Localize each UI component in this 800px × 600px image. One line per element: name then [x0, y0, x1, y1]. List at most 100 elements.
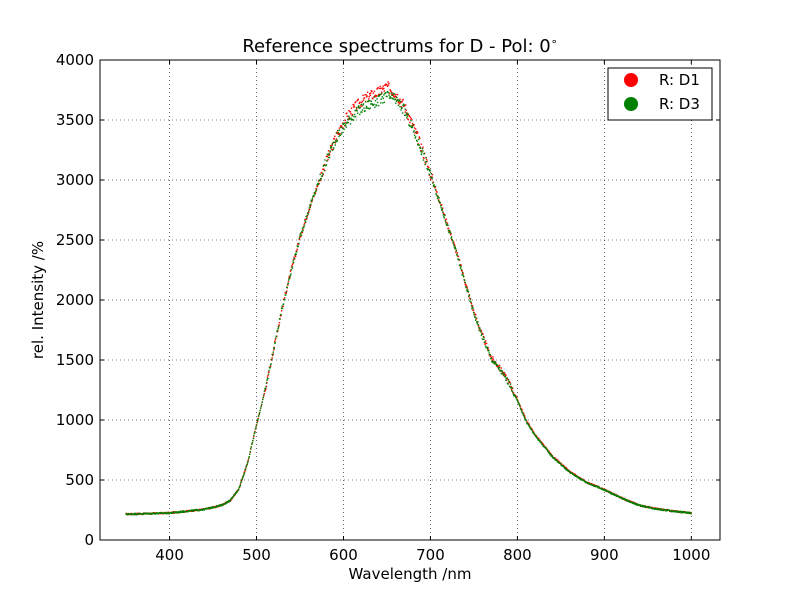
data-point	[255, 424, 258, 426]
data-point	[277, 327, 280, 329]
data-point	[302, 229, 304, 232]
data-point	[396, 96, 398, 99]
data-point	[574, 473, 576, 476]
data-point	[397, 104, 400, 106]
data-point	[282, 303, 285, 305]
data-point	[497, 367, 500, 370]
data-point	[274, 342, 276, 345]
data-point	[529, 427, 532, 429]
data-point	[410, 126, 413, 129]
data-point	[492, 362, 495, 364]
data-point	[388, 92, 391, 94]
data-point	[390, 97, 392, 99]
data-point	[251, 443, 253, 445]
data-point	[458, 259, 461, 261]
data-point	[358, 102, 360, 105]
data-point	[311, 200, 313, 202]
data-point	[509, 381, 511, 384]
y-tick-label: 1000	[56, 411, 94, 429]
data-point	[444, 220, 447, 222]
data-point	[354, 115, 357, 118]
data-point	[290, 269, 293, 271]
data-point	[484, 340, 487, 342]
data-point	[392, 98, 394, 100]
data-point	[377, 95, 379, 97]
data-point	[395, 96, 398, 98]
data-point	[382, 88, 384, 90]
data-point	[384, 92, 386, 95]
data-point	[324, 159, 326, 161]
data-point	[380, 102, 382, 104]
data-point	[258, 412, 261, 414]
data-point	[284, 297, 286, 299]
data-point	[468, 294, 471, 297]
data-point	[366, 91, 369, 93]
data-point	[309, 204, 311, 206]
data-point	[137, 513, 139, 516]
data-point	[382, 97, 384, 100]
data-point	[488, 350, 490, 352]
data-point	[270, 363, 272, 365]
data-point	[660, 508, 662, 510]
data-point	[257, 418, 259, 420]
data-point	[347, 121, 350, 124]
data-point	[398, 101, 400, 104]
data-point	[300, 235, 302, 238]
data-point	[301, 227, 304, 230]
data-point	[470, 304, 473, 307]
data-point	[357, 106, 359, 108]
data-point	[495, 362, 497, 365]
data-point	[636, 503, 638, 505]
data-point	[356, 108, 358, 110]
data-point	[596, 485, 598, 487]
y-tick-label: 1500	[56, 351, 94, 369]
data-point	[390, 92, 393, 94]
data-point	[512, 391, 514, 393]
data-point	[431, 176, 433, 178]
data-point	[449, 233, 452, 236]
data-point	[404, 111, 406, 113]
data-point	[245, 466, 247, 468]
y-tick-label: 2500	[56, 231, 94, 249]
data-point	[452, 240, 454, 242]
data-point	[260, 407, 262, 409]
data-point	[309, 205, 311, 208]
data-point	[340, 125, 343, 127]
data-point	[466, 287, 468, 289]
data-point	[411, 122, 414, 125]
data-point	[510, 388, 513, 391]
data-point	[369, 92, 371, 95]
data-point	[358, 105, 360, 107]
data-point	[413, 127, 416, 129]
data-point	[416, 140, 418, 143]
data-point	[538, 439, 540, 441]
data-point	[491, 360, 493, 363]
data-point	[610, 491, 612, 494]
data-point	[448, 229, 451, 232]
data-point	[304, 218, 306, 221]
data-point	[337, 133, 340, 136]
data-point	[453, 243, 455, 245]
data-point	[374, 94, 377, 96]
data-point	[518, 404, 521, 406]
data-point	[346, 115, 348, 118]
data-point	[537, 438, 539, 440]
data-point	[431, 177, 434, 179]
data-point	[271, 357, 273, 359]
data-point	[369, 94, 371, 97]
data-point	[215, 506, 218, 508]
data-point	[368, 108, 370, 110]
data-point	[373, 96, 376, 98]
data-point	[400, 109, 402, 111]
data-point	[344, 122, 346, 125]
y-axis-label: rel. Intensity /%	[29, 241, 47, 359]
data-point	[414, 128, 417, 130]
data-point	[264, 387, 267, 390]
data-point	[265, 386, 267, 388]
data-point	[379, 85, 381, 88]
data-point	[361, 100, 364, 103]
data-point	[338, 129, 341, 131]
data-point	[498, 369, 500, 371]
data-point	[598, 486, 600, 488]
data-point	[241, 479, 243, 481]
